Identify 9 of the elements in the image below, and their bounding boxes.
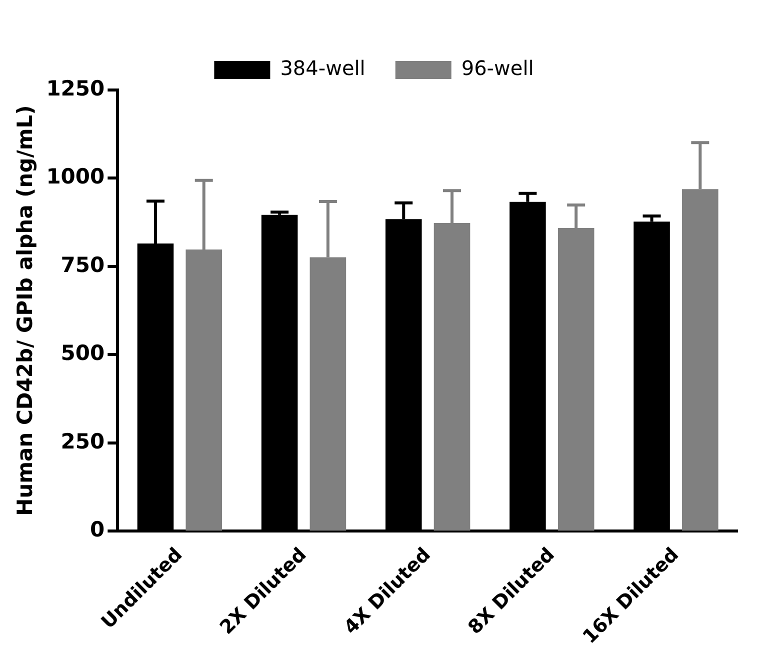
y-tick-label: 1250 <box>46 76 105 100</box>
y-axis-title: Human CD42b/ GPIb alpha (ng/mL) <box>13 105 38 516</box>
legend-label: 96-well <box>461 56 534 80</box>
legend-label: 384-well <box>280 56 366 80</box>
y-tick-label: 0 <box>90 518 105 542</box>
y-tick-label: 750 <box>60 252 105 277</box>
y-tick-label: 250 <box>60 429 105 454</box>
y-tick-label: 500 <box>60 341 105 366</box>
y-tick-label: 1000 <box>46 164 105 189</box>
